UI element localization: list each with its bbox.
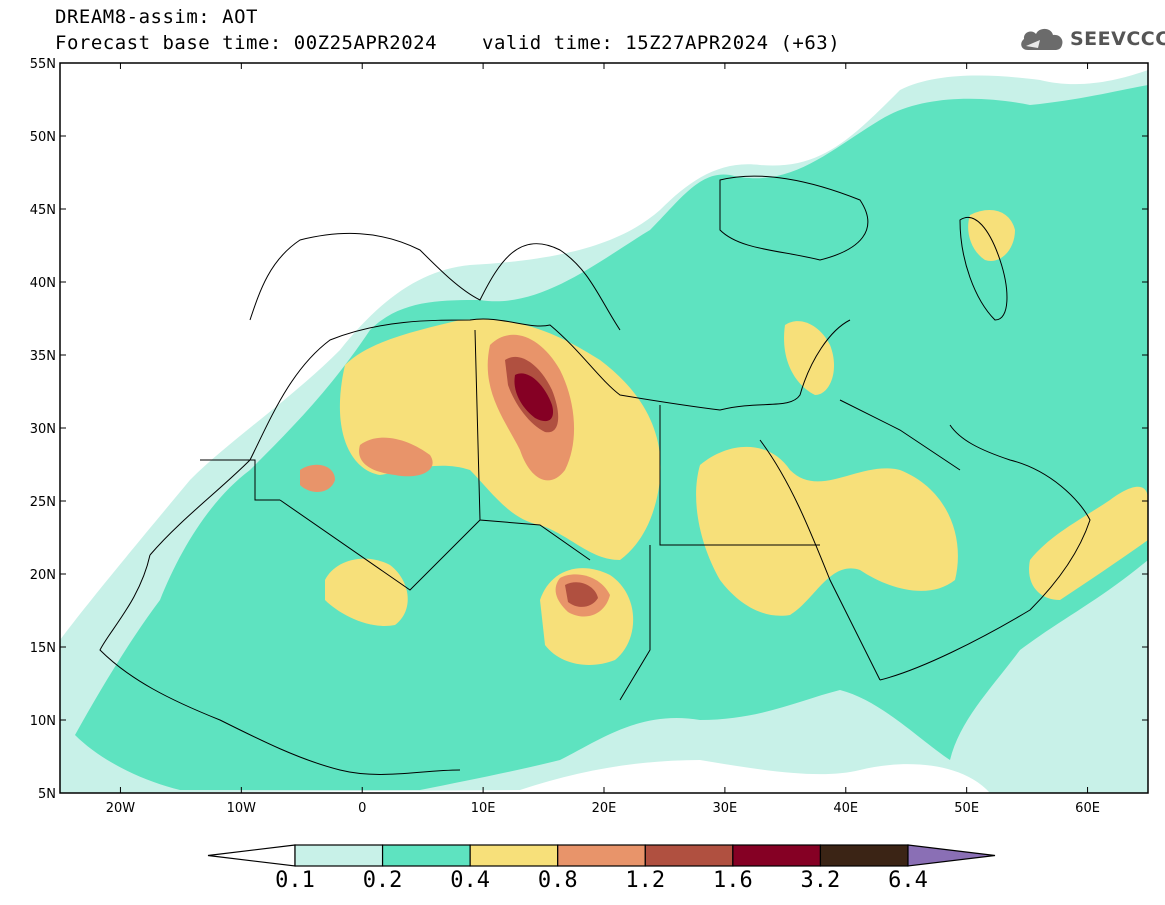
lon-tick-label: 50E: [954, 801, 979, 816]
lat-tick-label: 25N: [30, 495, 56, 510]
colorbar-label: 1.6: [712, 868, 753, 893]
lon-tick-label: 20W: [106, 801, 136, 816]
aot-contour-1.6: [514, 373, 554, 422]
title-line-1: DREAM8-assim: AOT: [55, 6, 258, 28]
europe-south-coast: [249, 232, 621, 331]
aot-contour-0.4-b: [696, 446, 958, 616]
lon-tick-label: 0: [358, 801, 366, 816]
lat-tick-label: 30N: [30, 422, 56, 437]
border-1: [474, 329, 591, 561]
border-2: [659, 405, 820, 546]
lat-tick-label: 15N: [30, 641, 56, 656]
aot-contour-1.2-b: [565, 582, 598, 607]
aot-contour-0.4-e: [1029, 486, 1148, 600]
colorbar-box: [819, 844, 909, 867]
colorbar-high-triangle: [907, 844, 996, 867]
arabia-coast: [879, 424, 1091, 681]
seevccc-logo: SEEVCCC: [1018, 24, 1165, 54]
lon-ticks: [119, 63, 1089, 793]
lon-tick-label: 30E: [713, 801, 738, 816]
lon-tick-label: 10E: [471, 801, 496, 816]
logo-text: SEEVCCC: [1070, 28, 1165, 50]
colorbar-label: 3.2: [800, 868, 841, 893]
lon-tick-label: 60E: [1075, 801, 1100, 816]
lon-tick-label: 10W: [227, 801, 257, 816]
coastline-layer: [99, 175, 1091, 775]
colorbar-label: 0.4: [450, 868, 491, 893]
lon-tick-label: 40E: [833, 801, 858, 816]
aot-contour-0.8-c: [300, 464, 335, 492]
lat-tick-label: 10N: [30, 714, 56, 729]
lat-tick-label: 40N: [30, 276, 56, 291]
border-4: [200, 459, 280, 501]
lat-ticks: [60, 62, 1148, 794]
black-sea-coast: [719, 175, 869, 261]
lat-tick-label: 55N: [30, 57, 56, 72]
lat-tick-label: 35N: [30, 349, 56, 364]
lon-labels: 20W 10W 0 10E 20E 30E 40E 50E 60E: [106, 801, 1100, 816]
aot-contour-0.4-f: [784, 321, 835, 395]
lat-tick-label: 5N: [38, 787, 56, 802]
red-sea-coast: [759, 439, 881, 681]
border-6: [839, 399, 961, 471]
colorbar-label: 0.1: [275, 868, 315, 893]
colorbar-labels: 0.1 0.2 0.4 0.8 1.2 1.6 3.2 6.4: [0, 868, 1165, 898]
aot-field-layer: [60, 70, 1148, 793]
aot-contour-0.4: [339, 319, 661, 560]
colorbar: [207, 844, 996, 867]
lat-tick-label: 20N: [30, 568, 56, 583]
lon-tick-label: 20E: [592, 801, 617, 816]
west-africa-coast: [99, 554, 461, 775]
colorbar-box: [644, 844, 734, 867]
north-africa-coast: [149, 318, 851, 556]
border-5: [619, 545, 651, 701]
colorbar-low-triangle: [207, 844, 296, 867]
border-3: [279, 499, 481, 591]
colorbar-label: 0.8: [537, 868, 578, 893]
valid-time: valid time: 15Z27APR2024 (+63): [482, 32, 841, 54]
aot-contour-0.4-c: [325, 558, 408, 626]
cloud-icon: [1021, 28, 1063, 50]
lat-tick-label: 50N: [30, 130, 56, 145]
colorbar-box: [732, 844, 822, 867]
colorbar-label: 1.2: [625, 868, 666, 893]
colorbar-label: 6.4: [888, 868, 928, 893]
colorbar-box: [381, 844, 471, 867]
colorbar-box: [557, 844, 646, 867]
lat-labels: 55N 50N 45N 40N 35N 30N 25N 20N 15N 10N 5N: [30, 57, 56, 802]
lat-tick-label: 45N: [30, 203, 56, 218]
title-line-2: Forecast base time: 00Z25APR2024: [55, 32, 438, 54]
colorbar-label: 0.2: [362, 868, 403, 893]
colorbar-box: [469, 844, 559, 867]
colorbar-box: [294, 844, 384, 867]
aot-contour-0.8-b: [359, 437, 433, 477]
caspian-coast: [959, 217, 1008, 321]
